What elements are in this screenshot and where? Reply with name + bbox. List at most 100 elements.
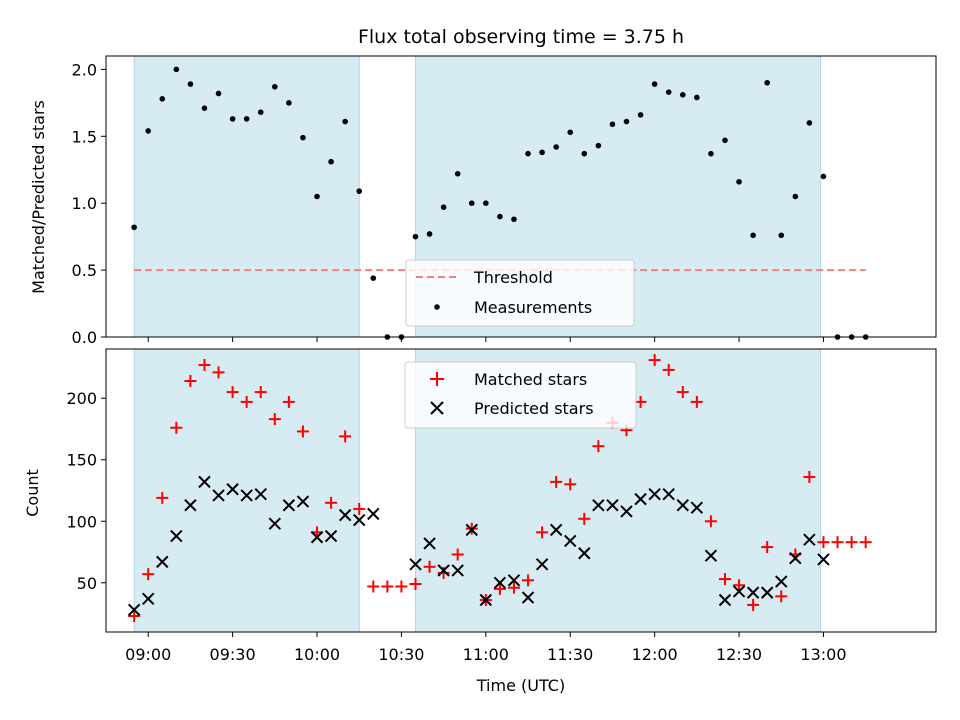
matched-point <box>128 610 141 623</box>
count-x-tick-label: 13:00 <box>800 645 846 664</box>
legend-measurements-swatch <box>434 304 440 310</box>
measurement-point <box>567 129 574 136</box>
count-x-tick-label: 09:00 <box>125 645 171 664</box>
matched-point <box>648 354 661 367</box>
measurement-point <box>328 158 334 165</box>
matched-point <box>423 560 436 573</box>
measurement-point <box>623 118 630 125</box>
predicted-point <box>535 558 549 571</box>
matched-point <box>704 515 717 528</box>
predicted-point <box>282 499 296 512</box>
matched-point <box>845 536 858 549</box>
predicted-point <box>634 492 647 506</box>
count-x-tick-label: 11:30 <box>547 645 593 664</box>
predicted-point <box>367 507 380 521</box>
predicted-point <box>760 586 774 599</box>
ratio-x-ticks <box>147 337 824 342</box>
matched-point <box>817 536 830 549</box>
predicted-point <box>409 558 422 571</box>
count-panel: 50 100 150 200 09:00 09:30 10:00 10:30 11:00 11:… <box>23 348 937 695</box>
predicted-point <box>254 487 267 501</box>
measurement-point <box>595 142 602 149</box>
matched-point <box>536 526 549 539</box>
predicted-point <box>451 564 464 577</box>
measurement-point <box>708 150 714 157</box>
matched-point <box>325 496 338 509</box>
matched-point <box>142 568 155 581</box>
matched-point <box>367 580 380 593</box>
count-y-axis-label: Count <box>23 469 42 517</box>
measurement-point <box>637 112 644 118</box>
measurement-point <box>131 224 137 231</box>
matched-point <box>409 578 422 591</box>
matched-point <box>592 440 605 453</box>
ratio-y-tick-label: 1.5 <box>72 127 97 146</box>
legend-matched-swatch <box>430 372 444 386</box>
predicted-point <box>423 537 436 550</box>
predicted-point <box>606 499 619 512</box>
predicted-point <box>803 533 816 546</box>
matched-point <box>296 425 309 438</box>
matched-point <box>690 395 703 408</box>
ratio-axes-frame <box>105 55 937 338</box>
measurement-point <box>187 81 194 87</box>
count-x-axis-label: Time (UTC) <box>476 676 565 695</box>
predicted-point <box>775 575 788 588</box>
matched-point <box>507 581 520 594</box>
matched-point <box>268 413 281 426</box>
measurement-point <box>553 144 559 150</box>
matched-point <box>198 358 211 371</box>
predicted-point <box>521 591 535 604</box>
predicted-point <box>493 576 507 589</box>
measurement-point <box>764 79 770 86</box>
predicted-point <box>704 549 718 562</box>
measurement-point <box>750 232 756 239</box>
matched-point <box>240 395 253 408</box>
count-axes-frame <box>105 348 937 633</box>
matched-point <box>676 386 689 399</box>
measurement-point <box>159 96 166 102</box>
matched-point <box>226 386 239 399</box>
measurement-point <box>665 89 672 95</box>
matched-point <box>761 541 774 554</box>
legend-measurements-label: Measurements <box>474 298 592 317</box>
measurement-point <box>651 81 658 87</box>
count-x-ticks: 09:00 09:30 10:00 10:30 11:00 11:30 12:00 12:30… <box>125 632 847 664</box>
matched-point <box>634 395 647 408</box>
measurement-point <box>145 128 152 134</box>
predicted-point <box>226 483 239 496</box>
predicted-point <box>184 499 197 512</box>
measurement-point <box>679 92 686 98</box>
predicted-point <box>353 513 366 527</box>
predicted-point <box>338 508 352 522</box>
matched-point <box>451 548 464 561</box>
count-y-tick-label: 150 <box>66 451 97 470</box>
matched-point <box>775 590 788 603</box>
count-y-tick-label: 200 <box>66 389 97 408</box>
matched-stars-series <box>128 354 872 623</box>
measurement-point <box>525 150 531 157</box>
matched-point <box>733 579 746 592</box>
ratio-y-tick-label: 2.0 <box>72 60 97 79</box>
matched-point <box>437 566 450 579</box>
legend-predicted-swatch <box>430 401 444 415</box>
measurement-point <box>722 137 728 144</box>
measurement-point <box>820 173 827 180</box>
matched-point <box>282 395 295 408</box>
predicted-point <box>198 475 211 489</box>
measurement-point <box>539 149 545 156</box>
measurement-point <box>201 105 208 111</box>
observing-interval-1 <box>133 348 360 633</box>
matched-point <box>550 475 563 488</box>
ratio-y-tick-label: 0.0 <box>72 328 97 347</box>
matched-point <box>212 366 225 379</box>
measurement-point <box>497 213 503 220</box>
measurement-point <box>806 120 813 126</box>
measurement-point <box>454 170 461 177</box>
predicted-point <box>718 593 732 607</box>
predicted-stars-series <box>127 475 830 617</box>
measurement-point <box>736 178 742 185</box>
ratio-y-axis-label: Matched/Predicted stars <box>29 100 48 294</box>
matched-point <box>522 574 535 587</box>
predicted-point <box>268 517 282 530</box>
